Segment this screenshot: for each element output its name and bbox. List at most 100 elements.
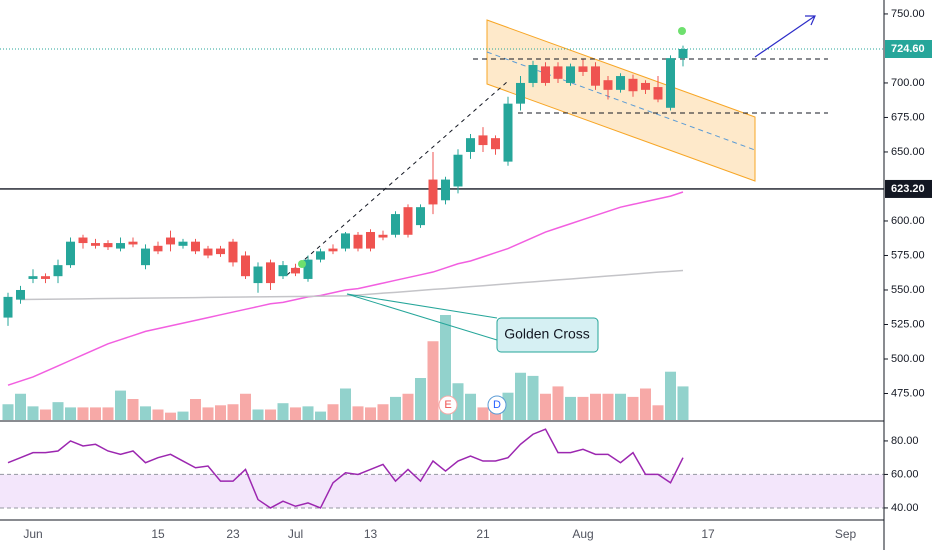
volume-bar (77, 407, 89, 420)
volume-bar (615, 393, 626, 420)
candle-body (91, 243, 100, 246)
candle-body (3, 296, 13, 318)
candle-body (553, 66, 563, 79)
volume-bar (177, 411, 189, 420)
candle-body (441, 179, 450, 201)
volume-bar (165, 412, 176, 420)
volume-bar (115, 390, 126, 420)
candle-body (128, 241, 138, 245)
candle-body (616, 76, 625, 90)
candle-body (453, 154, 463, 187)
volume-bar (65, 407, 76, 420)
y-tick-label: 750.00 (891, 8, 925, 20)
volume-bar (227, 404, 239, 420)
price-label-box (885, 179, 932, 198)
candle-body (416, 207, 425, 226)
candle-body (178, 241, 188, 246)
volume-bar (127, 399, 139, 420)
candle-body (228, 241, 238, 263)
volume-bar (190, 399, 201, 420)
event-label: D (493, 399, 501, 411)
arrow (754, 15, 816, 58)
volume-bar (40, 409, 51, 420)
candle-body (353, 234, 363, 249)
volume-bar (52, 402, 64, 420)
callout-line (346, 293, 498, 341)
volume-bar (2, 404, 14, 420)
x-tick-label: Sep (835, 527, 857, 541)
volume-bar (477, 407, 489, 420)
plot (0, 45, 884, 509)
callout-box (496, 317, 599, 353)
candle-body (678, 48, 688, 59)
y-tick-label: 700.00 (891, 77, 925, 89)
candle-body (516, 82, 525, 104)
volume-bar (365, 407, 376, 420)
callout-line (346, 293, 498, 319)
candle-body (303, 259, 313, 279)
callout-text: Golden Cross (504, 326, 590, 342)
candle-body (316, 251, 325, 260)
x-tick-label: Jul (288, 527, 303, 541)
channel (486, 19, 756, 182)
candle-body (203, 248, 213, 256)
volume-bar (652, 405, 664, 420)
volume-bar (90, 407, 101, 420)
candle-body (341, 233, 350, 249)
candle-body (603, 80, 613, 90)
volume-bar (302, 406, 314, 420)
candle-body (141, 248, 150, 266)
volume-bar (377, 404, 389, 420)
volume-bar (265, 409, 276, 420)
candle-body (491, 138, 500, 150)
rsi-tick-label: 80.00 (891, 435, 919, 447)
candle-body (628, 78, 638, 92)
axis-labels: 750.00 700.00 675.00 650.00 600.00 575.00 550.… (23, 8, 932, 541)
candle-body (528, 65, 538, 83)
candle-body (278, 265, 288, 277)
candle-body (78, 237, 88, 244)
y-tick-label: 575.00 (891, 249, 925, 261)
x-tick-label: 23 (226, 527, 240, 541)
candle-body (291, 267, 300, 274)
volume-bar (577, 396, 589, 420)
y-tick-label: 675.00 (891, 111, 925, 123)
volume-bar (402, 393, 414, 420)
event-marker[interactable] (438, 395, 458, 415)
candle-body (191, 241, 200, 252)
candle-body (41, 276, 50, 279)
volume-bar (315, 411, 326, 420)
candle-body (266, 262, 275, 284)
signal-dot (678, 27, 686, 35)
candle-body (503, 103, 513, 162)
volume-bar (327, 404, 339, 420)
candle-body (241, 255, 250, 277)
volume-bar (540, 393, 551, 420)
price-label: 623.20 (891, 183, 925, 195)
volume-bar (390, 396, 401, 420)
candle-body (16, 289, 25, 300)
volume-bar (627, 396, 639, 420)
volume-bar (27, 406, 39, 420)
volume-bar (590, 393, 601, 420)
arrow-head (805, 15, 816, 26)
y-tick-label: 500.00 (891, 353, 925, 365)
candle-body (591, 66, 600, 86)
rsi-tick-label: 40.00 (891, 502, 919, 514)
price-label: 724.60 (891, 43, 925, 55)
candle-body (28, 276, 38, 279)
x-tick-label: Jun (23, 527, 42, 541)
x-tick-label: 13 (364, 527, 378, 541)
volume-bar (277, 403, 289, 420)
candle-body (116, 243, 125, 249)
event-marker[interactable] (487, 395, 507, 415)
volume-bar (252, 409, 264, 420)
y-tick-label: 600.00 (891, 215, 925, 227)
volume-bar (140, 406, 151, 420)
volume-bar (677, 386, 689, 420)
candle-body (66, 241, 75, 266)
volume-bar (202, 407, 214, 420)
volume-bar (102, 407, 114, 420)
